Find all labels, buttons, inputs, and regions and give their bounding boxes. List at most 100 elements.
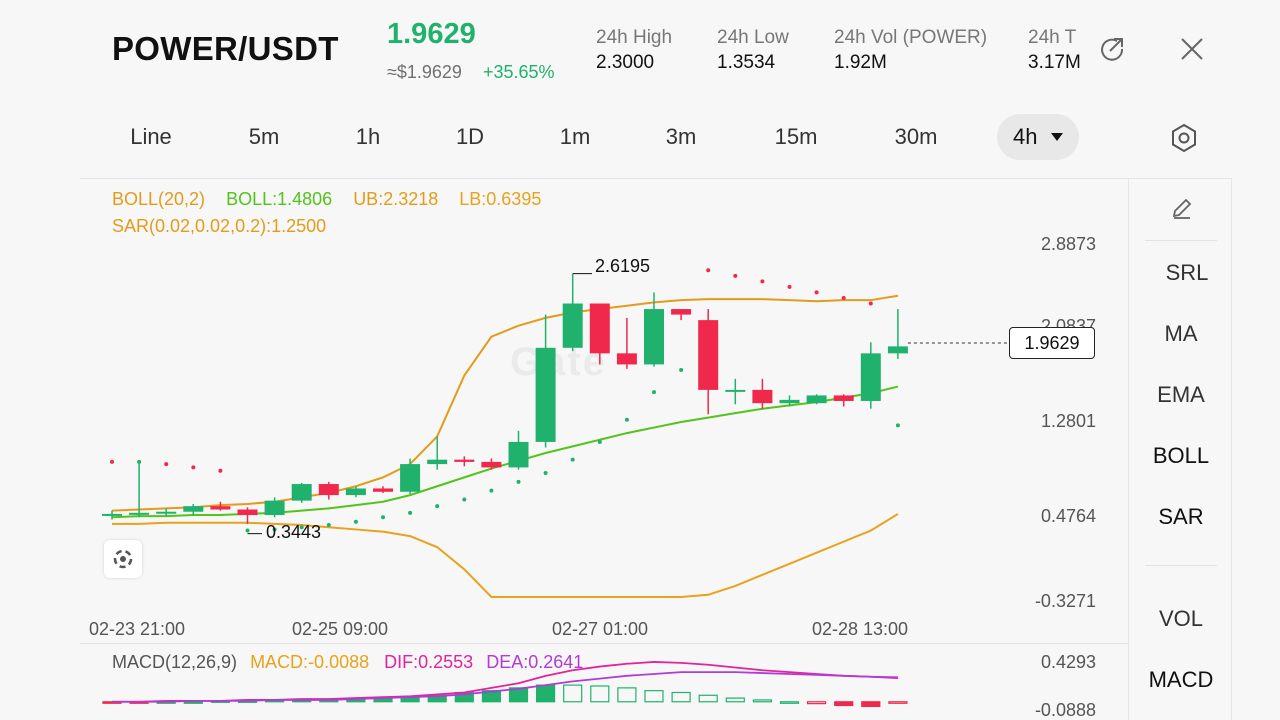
candle-body (671, 309, 692, 315)
macd-histogram-bar (888, 701, 908, 704)
sar-dot (245, 528, 250, 533)
y-tick: 0.4764 (1040, 506, 1096, 526)
macd-histogram-bar (752, 699, 773, 703)
sar-dot (489, 488, 494, 493)
indicator-macd[interactable]: MACD (1148, 667, 1214, 692)
caret-down-icon (1051, 133, 1063, 141)
candle-body (454, 459, 475, 462)
sar-dot (787, 284, 792, 289)
sar-dot (868, 301, 873, 306)
boll-lower-line (112, 513, 899, 598)
y-tick: 2.8873 (1040, 234, 1096, 254)
sar-dot (272, 527, 277, 532)
stat-24h-high: 24h High 2.3000 (596, 27, 672, 74)
stat-24h-low: 24h Low 1.3534 (717, 27, 789, 74)
macd-histogram-bar (671, 691, 691, 703)
candle-body (806, 395, 827, 404)
sar-dot (110, 459, 114, 464)
x-tick: 02-27 01:00 (551, 619, 649, 639)
close-icon[interactable] (1177, 34, 1207, 64)
stat-label: 24h High (596, 27, 673, 48)
tab-4h-dropdown[interactable]: 4h (997, 114, 1079, 160)
stat-value: 2.3000 (596, 52, 655, 73)
candle-body (589, 303, 610, 354)
indicator-srl[interactable]: SRL (1165, 260, 1209, 285)
tab-15m[interactable]: 15m (774, 124, 818, 149)
sar-dot (760, 279, 765, 284)
macd-histogram-bar (508, 687, 529, 703)
tab-3m[interactable]: 3m (665, 124, 697, 149)
macd-histogram-bar (644, 690, 664, 703)
sar-dot (326, 523, 331, 528)
sar-dot (841, 295, 846, 300)
pencil-icon[interactable] (1169, 195, 1195, 221)
tab-30m[interactable]: 30m (894, 124, 938, 149)
sar-dot (218, 468, 223, 473)
boll-legend: BOLL(20,2) BOLL:1.4806 UB:2.3218 LB:0.63… (112, 189, 557, 210)
fiat-price: ≈$1.9629 (387, 62, 462, 82)
tab-1m[interactable]: 1m (559, 124, 591, 149)
sar-dot (679, 367, 684, 372)
watermark-logo: Gate (510, 340, 607, 384)
macd-y-tick: -0.0888 (1034, 700, 1096, 720)
indicator-boll[interactable]: BOLL (1152, 443, 1210, 468)
candle-body (508, 441, 529, 468)
candle-body (725, 389, 746, 392)
indicator-vol[interactable]: VOL (1158, 606, 1204, 631)
dif-value: DIF:0.2553 (384, 652, 474, 672)
sar-dot (408, 510, 413, 515)
current-price-tag: 1.9629 (1009, 327, 1095, 359)
indicator-ema[interactable]: EMA (1157, 382, 1205, 407)
boll-upper-line (111, 294, 899, 512)
max-price-label: 2.6195 (595, 256, 651, 276)
tab-1h[interactable]: 1h (355, 124, 381, 149)
candle-body (156, 511, 177, 514)
candle-body (318, 484, 339, 496)
sar-dot (895, 423, 900, 428)
stat-label: 24h T (1028, 27, 1077, 48)
chart-area[interactable] (80, 178, 1128, 720)
candle-body (373, 488, 393, 492)
change-percent: +35.65% (483, 62, 555, 82)
boll-lb-value: LB:0.6395 (459, 189, 542, 209)
sar-dot (353, 519, 358, 524)
macd-dea-line (112, 671, 898, 703)
boll-title: BOLL(20,2) (112, 189, 206, 209)
macd-histogram-bar (617, 687, 637, 703)
last-price: 1.9629 (387, 18, 476, 50)
sar-dot (597, 439, 602, 444)
macd-histogram-bar (725, 697, 745, 703)
macd-histogram-bar (427, 694, 447, 703)
chart-settings-icon[interactable] (1168, 122, 1200, 154)
macd-histogram-bar (481, 690, 501, 703)
sar-dot (164, 462, 169, 467)
tab-1d[interactable]: 1D (455, 124, 485, 149)
panel-divider (1145, 240, 1217, 241)
macd-histogram-bar (698, 694, 718, 703)
share-icon[interactable] (1097, 34, 1127, 64)
sar-dot (570, 457, 575, 462)
macd-histogram-bar (183, 701, 203, 704)
indicator-sar[interactable]: SAR (1158, 504, 1204, 529)
candle-body (291, 484, 312, 501)
candle-body (481, 461, 502, 468)
candle-body (698, 320, 719, 390)
x-tick: 02-25 09:00 (291, 619, 389, 639)
drawing-tools-button[interactable] (104, 540, 142, 578)
macd-histogram-bar (834, 701, 854, 707)
tab-line[interactable]: Line (130, 124, 172, 149)
macd-histogram-bar (806, 701, 827, 705)
macd-y-tick: 0.4293 (1040, 652, 1096, 672)
boll-mid-value: BOLL:1.4806 (226, 189, 333, 209)
candle-body (183, 506, 204, 512)
sar-dot (706, 268, 711, 273)
macd-histogram-bar (590, 685, 610, 703)
stat-value: 3.17M (1028, 52, 1081, 73)
tab-5m[interactable]: 5m (248, 124, 280, 149)
indicator-ma[interactable]: MA (1164, 321, 1198, 346)
stat-value: 1.3534 (717, 52, 776, 73)
sar-dot (462, 497, 467, 502)
candle-body (833, 395, 854, 401)
sar-dot (543, 470, 548, 475)
sar-dot (191, 465, 196, 470)
